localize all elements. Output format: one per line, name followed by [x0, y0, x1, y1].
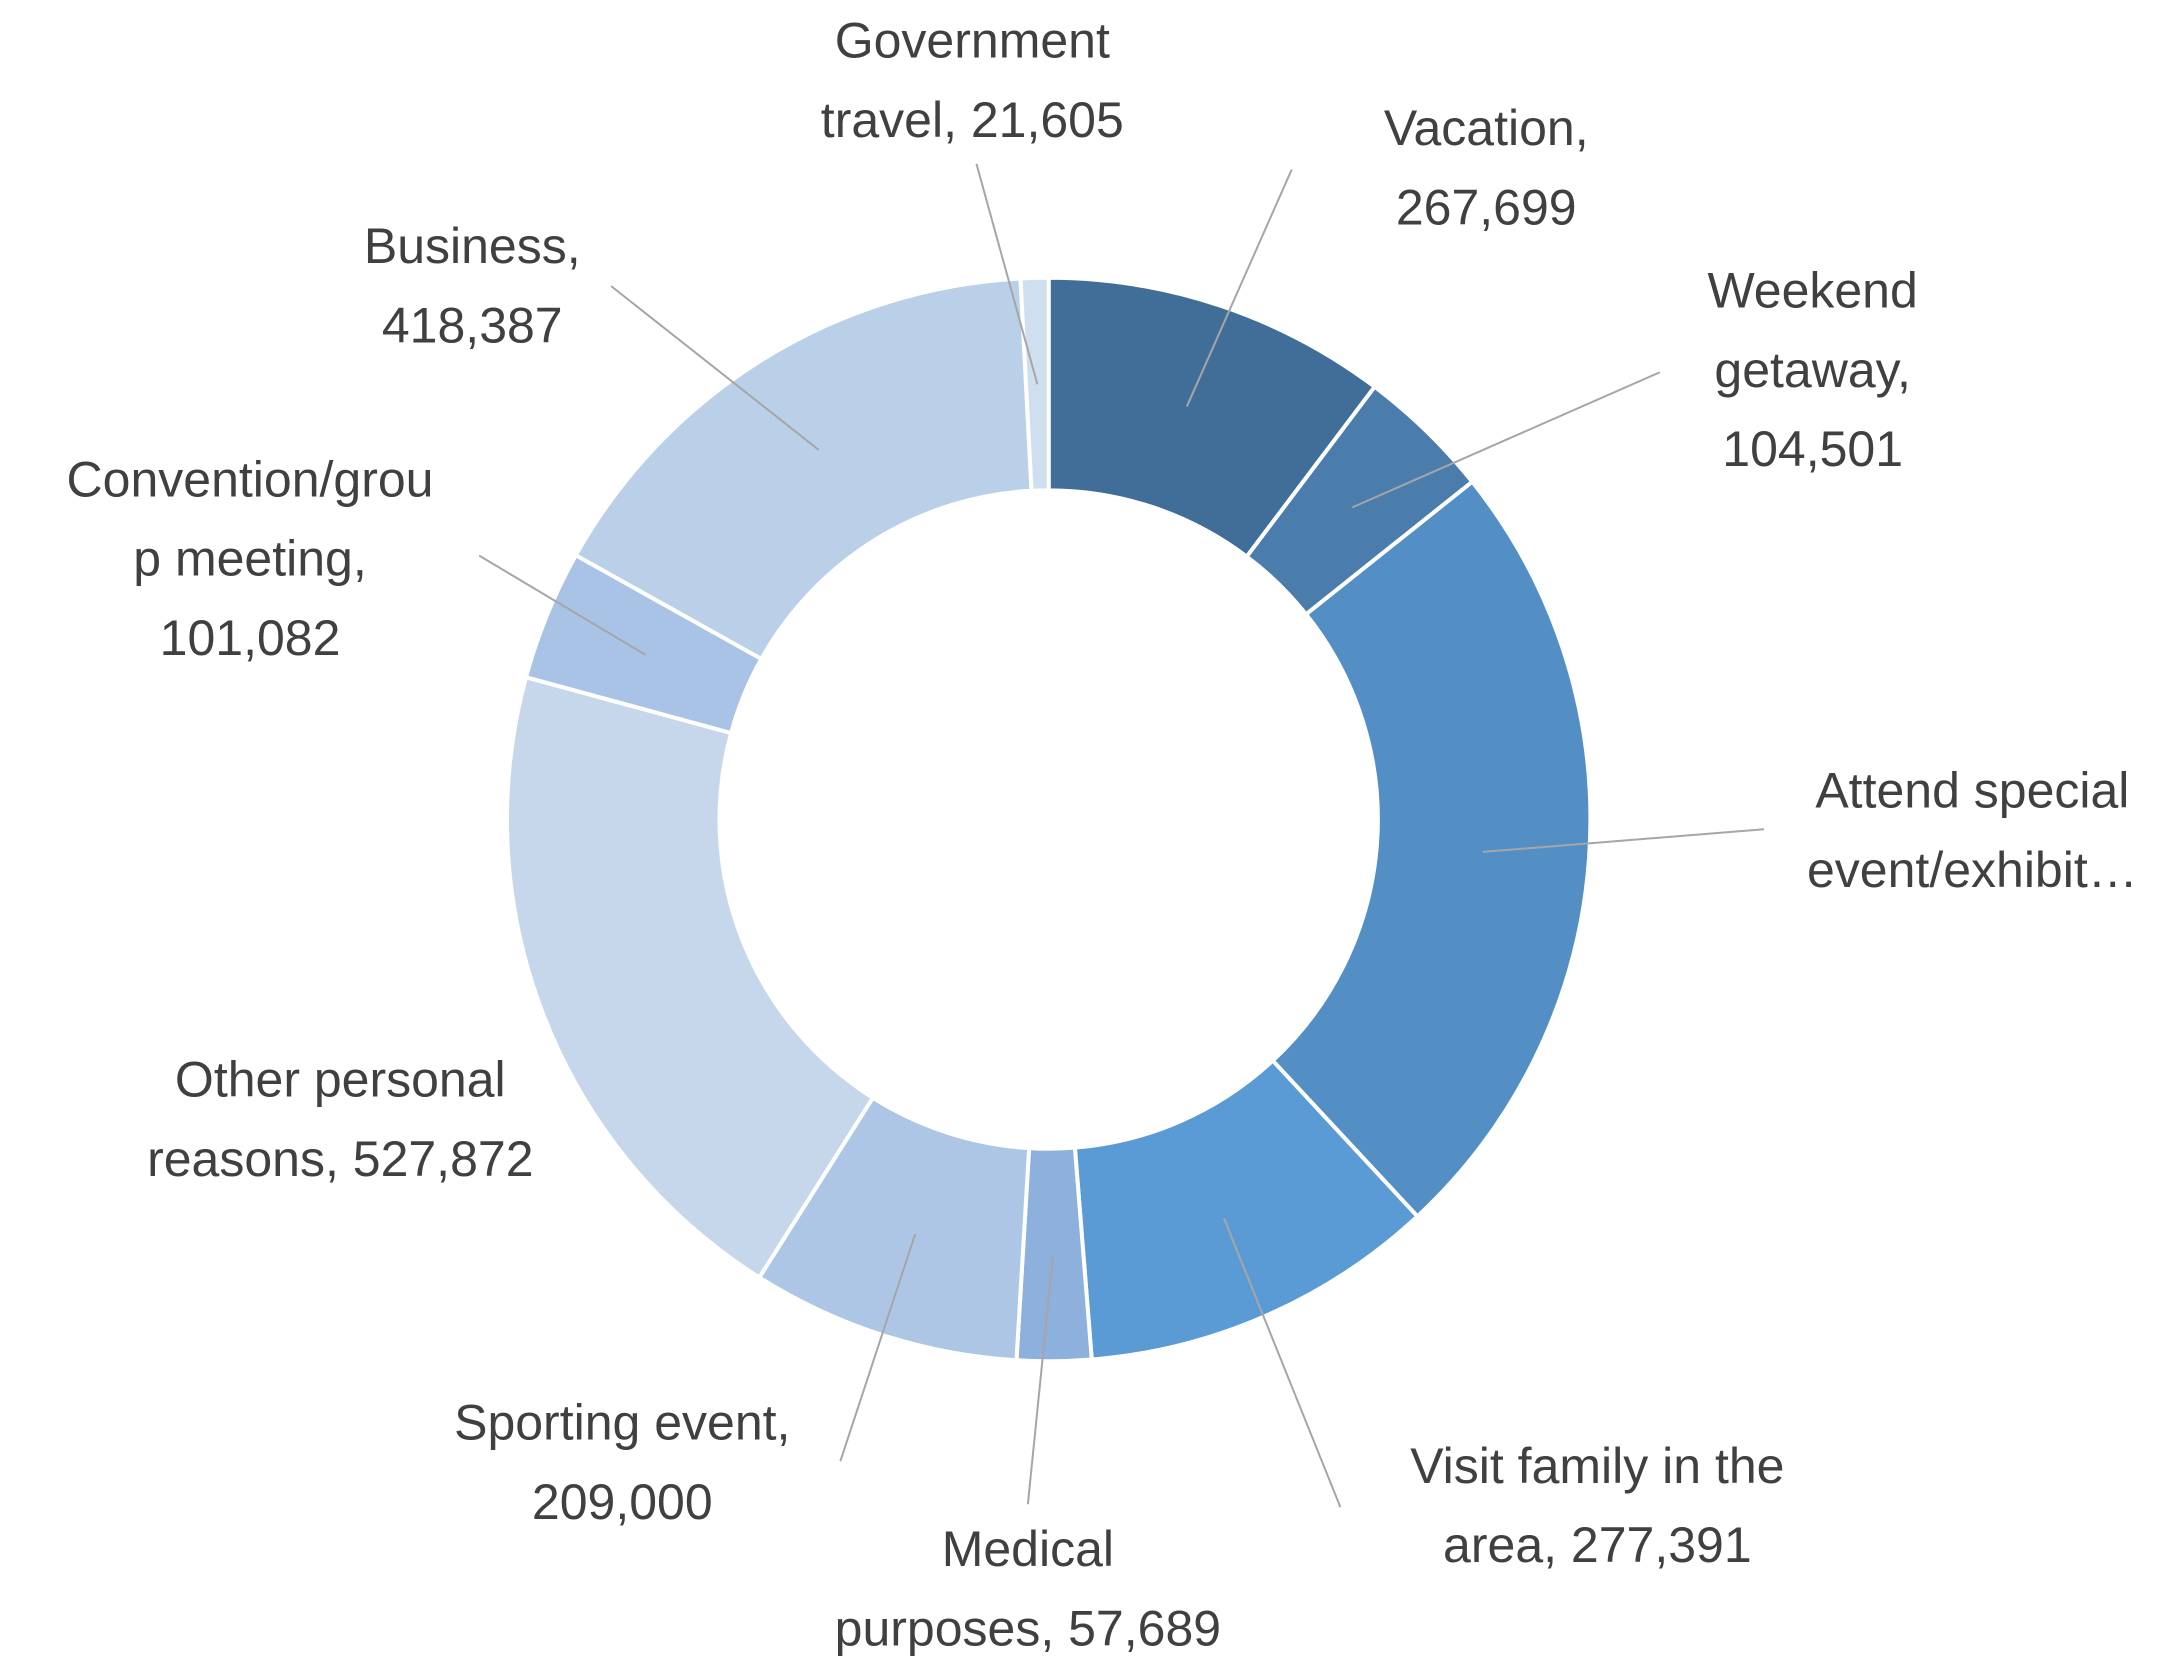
leader-line: [610, 285, 820, 451]
slice: [573, 276, 1034, 662]
data-label: Vacation,: [1384, 100, 1589, 156]
data-label: Other personal: [175, 1052, 506, 1108]
leader-line: [975, 163, 1039, 385]
slice: [1269, 478, 1593, 1220]
data-label: getaway,: [1714, 342, 1910, 398]
slice: [505, 674, 876, 1281]
leader-line: [1026, 1254, 1055, 1505]
slice: [1018, 275, 1051, 493]
data-label: purposes, 57,689: [835, 1600, 1221, 1656]
data-label: 101,082: [160, 610, 341, 666]
data-label: Weekend: [1707, 263, 1917, 319]
data-label: Convention/grou: [67, 452, 434, 508]
data-label: reasons, 527,872: [147, 1131, 533, 1187]
data-label: Business,: [364, 218, 581, 274]
data-label: Visit family in the: [1410, 1438, 1784, 1494]
leader-line: [1482, 828, 1765, 853]
data-label: area, 277,391: [1443, 1517, 1752, 1573]
data-label: Medical: [942, 1521, 1114, 1577]
data-label: travel, 21,605: [821, 92, 1124, 148]
data-label: p meeting,: [133, 531, 366, 587]
leader-line: [1351, 371, 1661, 509]
data-label: 418,387: [382, 297, 563, 353]
data-label: Sporting event,: [454, 1395, 790, 1451]
data-label: Attend special: [1815, 763, 2129, 819]
data-label: 104,501: [1722, 421, 1903, 477]
leader-line: [839, 1233, 917, 1462]
data-label: 267,699: [1396, 179, 1577, 235]
leader-line: [1185, 169, 1293, 407]
data-label: Government: [835, 13, 1110, 69]
data-label: 209,000: [532, 1474, 713, 1530]
data-label: event/exhibit…: [1807, 842, 2138, 898]
leader-line: [478, 554, 647, 656]
leader-line: [1222, 1217, 1342, 1508]
